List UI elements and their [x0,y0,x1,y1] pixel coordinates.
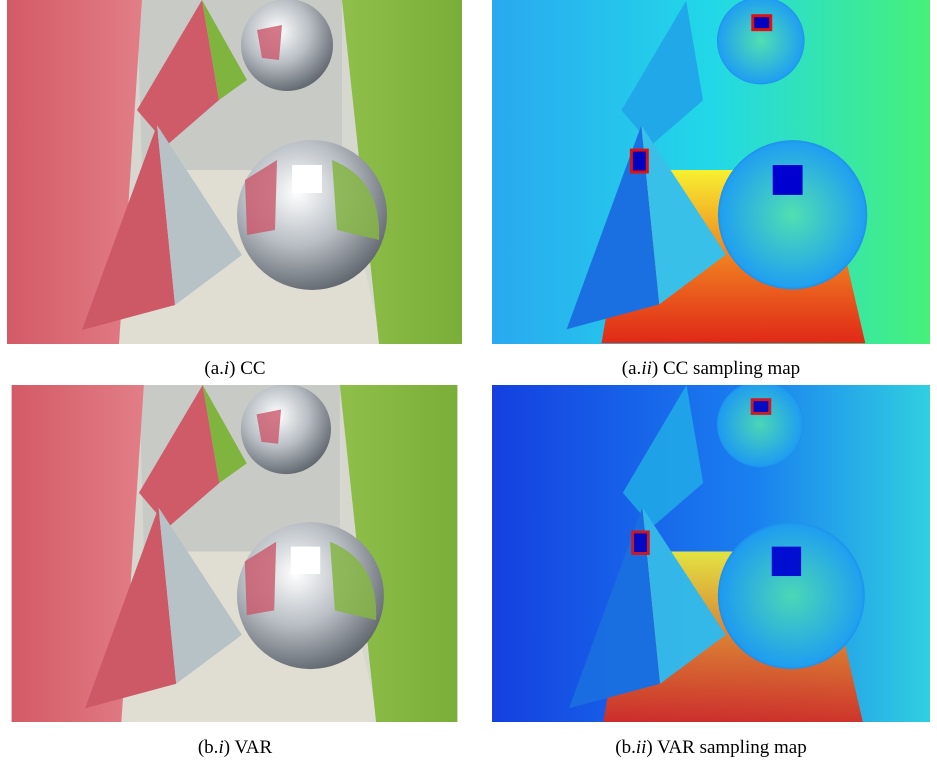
caption: (b.ii) VAR sampling map [481,737,937,759]
sampling-map-image [492,385,930,722]
caption-part: (a. [204,358,224,379]
caption-part: ) CC sampling map [652,358,800,379]
render-image [7,385,462,722]
caption: (a.i) CC [5,358,465,380]
sampling-map-image [492,0,930,344]
caption: (a.ii) CC sampling map [481,358,937,380]
caption-part: (a. [622,358,642,379]
caption-part: ii [636,737,647,758]
caption-part: (b. [198,737,219,758]
caption-part: (b. [615,737,636,758]
figure-page: (a.i) CC (a.ii) CC sampling map (b.i) VA… [0,0,937,765]
caption-part: ) CC [229,358,265,379]
caption-part: ) VAR [224,737,272,758]
caption-part: ii [641,358,652,379]
render-image [7,0,462,344]
caption-part: ) VAR sampling map [646,737,806,758]
caption: (b.i) VAR [5,737,465,759]
